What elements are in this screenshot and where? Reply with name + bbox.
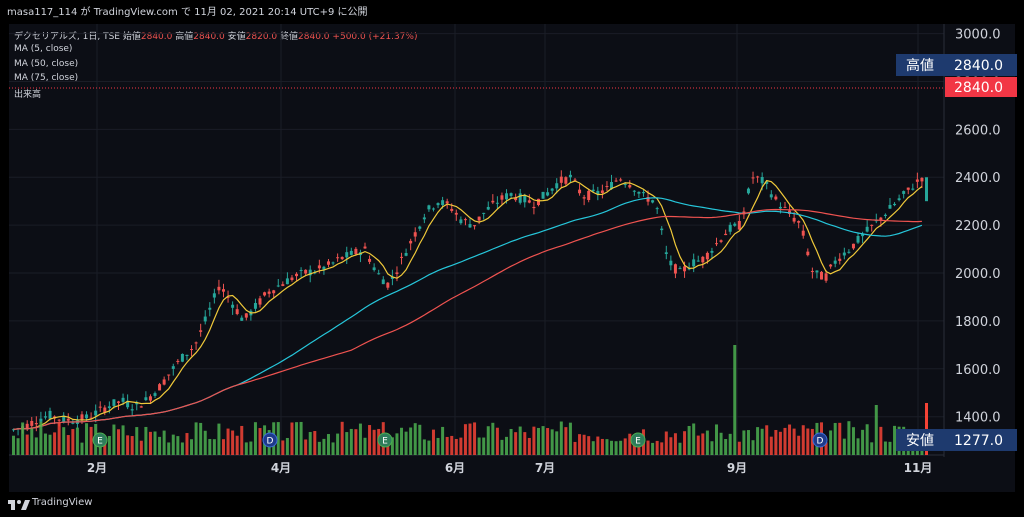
legend-ma5[interactable]: MA (5, close) [14, 44, 73, 54]
publisher-bar: masa117_114 が TradingView.com で 11月 02, … [0, 0, 1024, 20]
legend-open-value: 2840.0 [140, 32, 173, 42]
legend-volume[interactable]: 出来高 [14, 90, 42, 100]
chart-panel[interactable] [9, 24, 1015, 492]
legend-open-label: 始値 [122, 32, 141, 42]
legend-high-value: 2840.0 [193, 32, 225, 42]
legend-close-label: 終値 [280, 32, 299, 42]
legend-high-label: 高値 [175, 32, 194, 42]
footer: TradingView [0, 492, 1024, 517]
legend-ma50[interactable]: MA (50, close) [14, 59, 79, 69]
legend-ma75[interactable]: MA (75, close) [14, 73, 79, 83]
legend-close-value: 2840.0 [298, 32, 330, 42]
publisher-text: masa117_114 が TradingView.com で 11月 02, … [7, 7, 368, 18]
legend-ohlc: デクセリアルズ, 1日, TSE 始値2840.0 高値2840.0 安値282… [14, 29, 417, 42]
footer-brand: TradingView [32, 497, 93, 508]
legend-change: +500.0 (+21.37%) [332, 32, 418, 42]
legend-symbol: デクセリアルズ, 1日, TSE [14, 32, 120, 42]
legend-low-label: 安値 [227, 32, 246, 42]
legend-low-value: 2820.0 [245, 32, 278, 42]
tradingview-logo-icon [8, 500, 30, 510]
